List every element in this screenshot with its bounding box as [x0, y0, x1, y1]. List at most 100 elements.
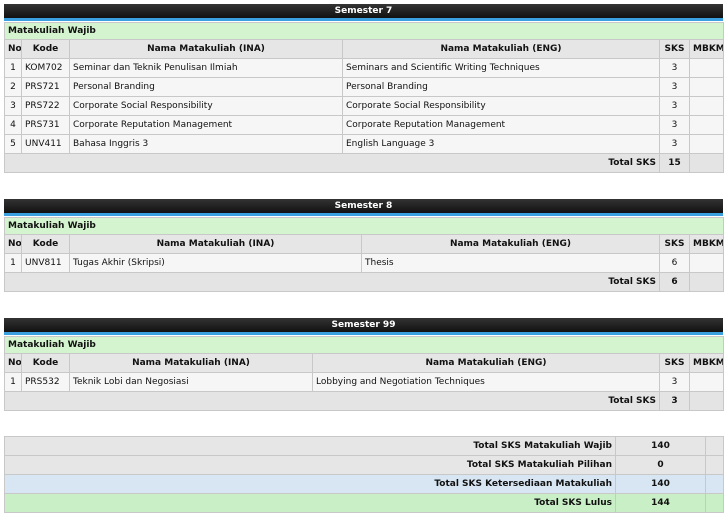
cell: PRS532 — [21, 372, 70, 392]
total-row: Total SKS 6 — [4, 272, 724, 292]
course-table: Matakuliah Wajib No Kode Nama Matakuliah (I… — [4, 22, 724, 173]
column-header: Kode — [21, 353, 70, 373]
cell: KOM702 — [21, 58, 70, 78]
total-row: Total SKS 15 — [4, 153, 724, 173]
empty-cell — [705, 474, 724, 494]
column-header: Nama Matakuliah (INA) — [69, 353, 313, 373]
summary-label: Total SKS Matakuliah Wajib — [4, 436, 616, 456]
column-header: MBKM — [689, 39, 724, 59]
cell: PRS722 — [21, 96, 70, 116]
mbkm-cell — [689, 96, 724, 116]
cell: Bahasa Inggris 3 — [69, 134, 343, 154]
cell: Corporate Social Responsibility — [69, 96, 343, 116]
cell: Corporate Social Responsibility — [342, 96, 660, 116]
empty-cell — [689, 272, 724, 292]
course-row: 3 PRS722 Corporate Social Responsibility Co… — [4, 96, 724, 116]
summary-label: Total SKS Lulus — [4, 493, 616, 513]
mbkm-cell — [689, 253, 724, 273]
summary-label: Total SKS Ketersediaan Matakuliah — [4, 474, 616, 494]
group-label: Matakuliah Wajib — [4, 336, 724, 354]
empty-cell — [705, 493, 724, 513]
cell: 3 — [659, 115, 690, 135]
mbkm-cell — [689, 77, 724, 97]
cell: Corporate Reputation Management — [342, 115, 660, 135]
course-row: 5 UNV411 Bahasa Inggris 3 English Language … — [4, 134, 724, 154]
cell: 3 — [659, 372, 690, 392]
cell: PRS721 — [21, 77, 70, 97]
semester-block: Semester 99 Matakuliah Wajib No Kode Nama Ma… — [4, 318, 724, 411]
column-header: SKS — [659, 234, 690, 254]
column-header: No — [4, 39, 22, 59]
course-table: Matakuliah Wajib No Kode Nama Matakuliah (I… — [4, 336, 724, 411]
empty-cell — [689, 391, 724, 411]
total-row: Total SKS 3 — [4, 391, 724, 411]
column-header: SKS — [659, 353, 690, 373]
column-header: MBKM — [689, 234, 724, 254]
summary-value: 140 — [615, 474, 706, 494]
header-row: No Kode Nama Matakuliah (INA) Nama Matakuli… — [4, 234, 724, 254]
empty-cell — [689, 153, 724, 173]
summary-row: Total SKS Matakuliah Pilihan 0 — [4, 455, 724, 475]
cell: Seminars and Scientific Writing Techniqu… — [342, 58, 660, 78]
cell: UNV411 — [21, 134, 70, 154]
cell: Personal Branding — [342, 77, 660, 97]
summary-value: 140 — [615, 436, 706, 456]
summary-row: Total SKS Ketersediaan Matakuliah 140 — [4, 474, 724, 494]
total-label: Total SKS — [4, 272, 660, 292]
cell: 1 — [4, 253, 22, 273]
column-header: Nama Matakuliah (INA) — [69, 39, 343, 59]
mbkm-cell — [689, 58, 724, 78]
total-label: Total SKS — [4, 391, 660, 411]
column-header: Nama Matakuliah (INA) — [69, 234, 362, 254]
summary-value: 0 — [615, 455, 706, 475]
total-value: 15 — [659, 153, 690, 173]
course-table: Matakuliah Wajib No Kode Nama Matakuliah (I… — [4, 217, 724, 292]
total-value: 3 — [659, 391, 690, 411]
cell: English Language 3 — [342, 134, 660, 154]
header-row: No Kode Nama Matakuliah (INA) Nama Matakuli… — [4, 39, 724, 59]
summary-value: 144 — [615, 493, 706, 513]
cell: 1 — [4, 372, 22, 392]
cell: 4 — [4, 115, 22, 135]
summary-label: Total SKS Matakuliah Pilihan — [4, 455, 616, 475]
empty-cell — [705, 455, 724, 475]
cell: 2 — [4, 77, 22, 97]
column-header: Nama Matakuliah (ENG) — [342, 39, 660, 59]
cell: Lobbying and Negotiation Techniques — [312, 372, 660, 392]
cell: 3 — [659, 134, 690, 154]
column-header: SKS — [659, 39, 690, 59]
cell: 3 — [659, 77, 690, 97]
summary-row: Total SKS Lulus 144 — [4, 493, 724, 513]
column-header: Nama Matakuliah (ENG) — [361, 234, 660, 254]
course-row: 1 UNV811 Tugas Akhir (Skripsi) Thesis 6 — [4, 253, 724, 273]
cell: Personal Branding — [69, 77, 343, 97]
group-row: Matakuliah Wajib — [4, 22, 724, 40]
course-row: 1 PRS532 Teknik Lobi dan Negosiasi Lobbying… — [4, 372, 724, 392]
cell: 1 — [4, 58, 22, 78]
cell: 3 — [659, 96, 690, 116]
summary-table: Total SKS Matakuliah Wajib 140 Total SKS M… — [4, 436, 724, 513]
cell: UNV811 — [21, 253, 70, 273]
column-header: MBKM — [689, 353, 724, 373]
column-header: No — [4, 353, 22, 373]
semester-title: Semester 7 — [4, 4, 723, 21]
cell: Corporate Reputation Management — [69, 115, 343, 135]
mbkm-cell — [689, 134, 724, 154]
semester-block: Semester 7 Matakuliah Wajib No Kode Nama Mat… — [4, 4, 724, 173]
header-row: No Kode Nama Matakuliah (INA) Nama Matakuli… — [4, 353, 724, 373]
semester-title: Semester 99 — [4, 318, 723, 335]
empty-cell — [705, 436, 724, 456]
course-row: 4 PRS731 Corporate Reputation Management Co… — [4, 115, 724, 135]
cell: Tugas Akhir (Skripsi) — [69, 253, 362, 273]
cell: 3 — [659, 58, 690, 78]
total-value: 6 — [659, 272, 690, 292]
cell: Teknik Lobi dan Negosiasi — [69, 372, 313, 392]
total-label: Total SKS — [4, 153, 660, 173]
group-label: Matakuliah Wajib — [4, 22, 724, 40]
cell: PRS731 — [21, 115, 70, 135]
column-header: Nama Matakuliah (ENG) — [312, 353, 660, 373]
group-row: Matakuliah Wajib — [4, 336, 724, 354]
cell: 6 — [659, 253, 690, 273]
cell: Seminar dan Teknik Penulisan Ilmiah — [69, 58, 343, 78]
